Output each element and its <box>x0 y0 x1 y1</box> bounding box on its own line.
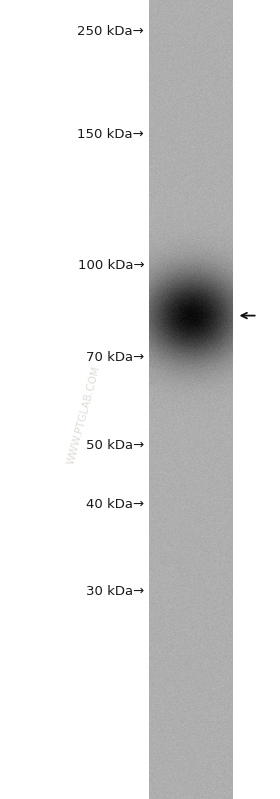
Text: 50 kDa→: 50 kDa→ <box>86 439 144 452</box>
Text: 70 kDa→: 70 kDa→ <box>86 352 144 364</box>
Text: 100 kDa→: 100 kDa→ <box>78 259 144 272</box>
Text: 40 kDa→: 40 kDa→ <box>86 499 144 511</box>
Text: 250 kDa→: 250 kDa→ <box>78 26 144 38</box>
Text: WWW.PTGLAB.COM: WWW.PTGLAB.COM <box>66 365 102 466</box>
Text: 30 kDa→: 30 kDa→ <box>86 585 144 598</box>
Text: 150 kDa→: 150 kDa→ <box>78 128 144 141</box>
